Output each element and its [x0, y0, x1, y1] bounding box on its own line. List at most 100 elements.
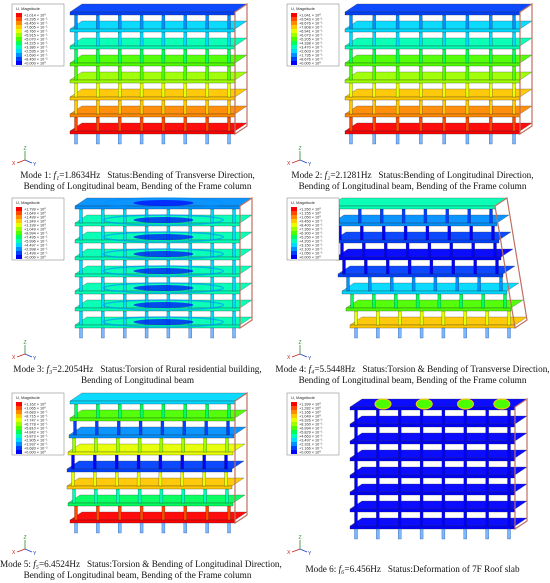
mode-caption-2: Mode 2: f₂=2.1281Hz Status:Bending of Lo…	[275, 170, 550, 192]
legend-swatch	[16, 434, 22, 438]
mode-figure-1: U, Magnitude+1.014 × 10⁰+9.295 × 10⁻¹+8.…	[11, 2, 248, 168]
legend-value: +7.350 × 10⁻¹	[299, 227, 323, 231]
slab-edge	[349, 324, 516, 329]
mode-panel-3: U, Magnitude +1.799 × 10⁰ +1.649 × 10⁰ +1.4…	[0, 194, 275, 388]
roof-bulge	[493, 398, 511, 410]
frame-column	[79, 276, 83, 292]
slab-edge	[69, 28, 236, 33]
slab-edge	[69, 79, 236, 84]
legend-swatch	[16, 426, 22, 430]
legend-swatch	[16, 21, 22, 25]
ground-column	[376, 327, 380, 339]
legend-value: +6.760 × 10⁻¹	[24, 29, 48, 33]
legend-value: +2.331 × 10⁻¹	[299, 442, 323, 446]
y-axis-label: Y	[33, 162, 37, 168]
torsion-center	[133, 234, 194, 240]
slab-edge	[68, 434, 235, 439]
frame-column	[136, 471, 141, 487]
frame-column	[204, 420, 208, 436]
frame-column	[495, 259, 499, 275]
caption-line-1: Mode 1: f₁=1.8634Hz Status:Bending of Tr…	[20, 170, 255, 180]
frame-column	[485, 409, 489, 425]
frame-column	[442, 65, 446, 81]
axis-triad: Z X Y	[287, 146, 312, 168]
frame-column	[227, 31, 231, 47]
slab-edge	[69, 130, 236, 135]
legend-value: +6.300 × 10⁻¹	[299, 231, 323, 235]
slab-edge	[331, 222, 498, 227]
freq-symbol: f₅	[33, 559, 39, 569]
frame-column	[139, 116, 144, 132]
legend-value: +2.535 × 10⁻¹	[24, 49, 48, 53]
frame-column	[372, 293, 376, 309]
frame-column	[376, 460, 380, 476]
frame-column	[465, 99, 470, 115]
legend-value: +3.497 × 10⁻¹	[299, 438, 323, 442]
legend-value: +8.400 × 10⁻¹	[299, 223, 323, 227]
slab-edge	[344, 11, 521, 16]
frame-column	[512, 82, 516, 98]
torsion-ring	[102, 231, 225, 243]
torsion-center	[133, 217, 194, 223]
slab-edge	[329, 205, 496, 210]
frame-column	[203, 437, 207, 453]
ground-column	[166, 327, 171, 339]
slab-edge	[344, 79, 521, 84]
slab-edge	[344, 28, 521, 33]
frame-column	[376, 426, 380, 442]
slab-edge	[349, 474, 516, 479]
frame-column	[181, 437, 185, 453]
y-axis-line	[24, 353, 33, 358]
legend-value: +2.100 × 10⁻¹	[299, 247, 323, 251]
slab-edge	[69, 45, 236, 50]
legend-value: +1.937 × 10⁻¹	[24, 442, 48, 446]
legend-value: +1.014 × 10⁰	[24, 13, 46, 17]
frame-column	[205, 82, 209, 98]
frame-column	[227, 403, 231, 419]
frame-column	[398, 409, 402, 425]
torsion-ring	[102, 197, 225, 209]
ground-column	[372, 133, 376, 145]
status-text: Status:Bending of Transverse Direction,	[107, 170, 255, 180]
frame-column	[455, 276, 459, 292]
mode-label: Mode 3	[13, 364, 42, 374]
freq-value: 2.1281Hz	[335, 170, 372, 180]
legend-value: +3.470 × 10⁻¹	[299, 45, 323, 49]
frame-column	[79, 293, 83, 309]
legend-value: +4.225 × 10⁻¹	[24, 41, 48, 45]
ground-column	[463, 528, 467, 540]
caption-line-2: Bending of Longitudinal beam, Bending of…	[23, 181, 252, 191]
axis-triad: Z X Y	[287, 535, 312, 557]
mode-panel-1: U, Magnitude +1.014 × 10⁰ +9.295 × 10⁻¹ +8.…	[0, 0, 275, 194]
ground-column	[123, 327, 127, 339]
frame-column	[115, 454, 119, 470]
status-text: Status:Deformation of 7F Roof slab	[387, 564, 520, 574]
status-text: Status:Torsion & Bending of Longitudinal…	[87, 559, 282, 569]
side-frame	[514, 397, 528, 531]
slab-edge	[69, 519, 236, 524]
caption-line-1: Mode 5: f₅=6.4524Hz Status:Torsion & Ben…	[0, 559, 282, 569]
frame-column	[463, 426, 467, 442]
legend-swatch	[16, 243, 22, 247]
frame-column	[354, 409, 358, 425]
y-axis-label: Y	[33, 551, 37, 557]
frame-column	[467, 208, 471, 224]
mode-panel-2: U, Magnitude +1.041 × 10⁰ +9.543 × 10⁻¹ +8.…	[275, 0, 550, 194]
frame-column	[398, 477, 402, 493]
ground-column	[161, 133, 166, 145]
roof-bulge	[415, 398, 433, 410]
side-frame	[494, 196, 528, 330]
frame-column	[354, 511, 358, 527]
legend-value: +0.000 × 10⁰	[24, 450, 46, 454]
legend-swatch	[16, 53, 22, 57]
frame-column	[74, 403, 78, 419]
frame-column	[465, 82, 470, 98]
frame-column	[340, 242, 344, 258]
frame-column	[481, 293, 485, 309]
legend-value: +4.663 × 10⁻¹	[299, 434, 323, 438]
legend-title: U, Magnitude	[291, 200, 316, 205]
frame-column	[71, 471, 75, 487]
mode-panel-5: U, Magnitude +1.162 × 10⁰ +1.065 × 10⁰ +9.6…	[0, 389, 275, 583]
x-axis-line	[291, 548, 301, 553]
frame-column	[463, 409, 467, 425]
